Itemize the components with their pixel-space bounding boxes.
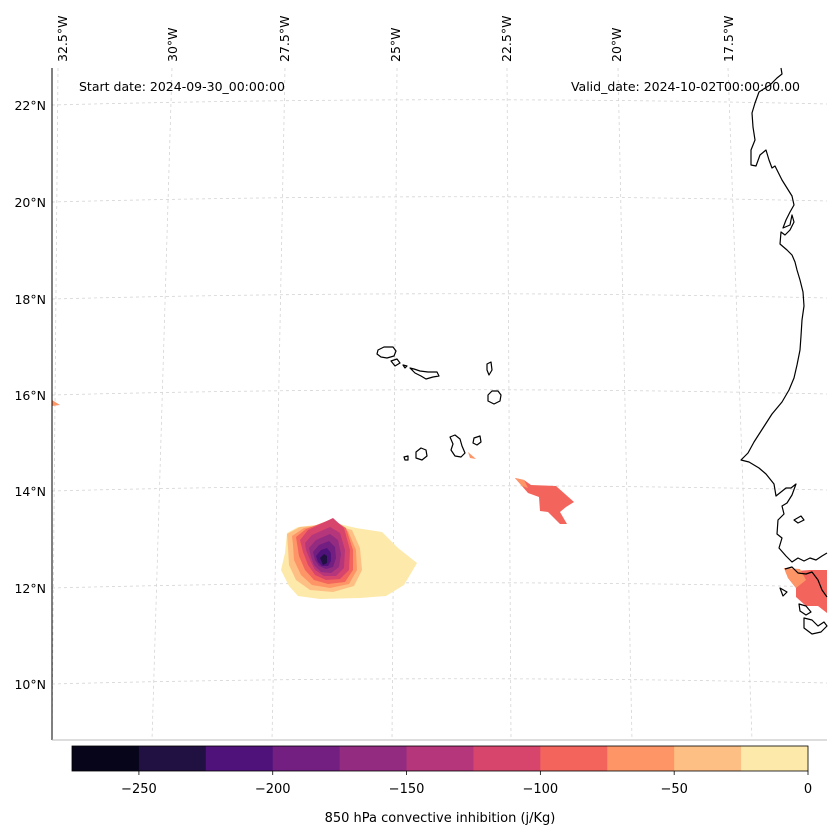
colorbar-segment-8: [607, 746, 675, 771]
colorbar-title: 850 hPa convective inhibition (j/Kg): [325, 811, 556, 826]
island-sao-nicolau: [409, 367, 440, 380]
meridian-25w: [391, 67, 398, 741]
parallel-14n: [51, 485, 828, 492]
colorbar: −250 −200 −150 −100 −50 0 850 hPa convective …: [71, 745, 812, 826]
lon-label-25w: 25°W: [388, 27, 403, 62]
colorbar-tick-label-3: −100: [523, 782, 559, 797]
latitude-labels: 22°N 20°N 18°N 16°N 14°N 12°N 10°N: [14, 98, 46, 692]
colorbar-tick-label-4: −50: [660, 782, 687, 797]
lat-label-20n: 20°N: [14, 195, 46, 210]
colorbar-segment-0: [72, 746, 140, 771]
colorbar-tick-label-1: −200: [255, 782, 291, 797]
cin-cell-east-edge: [515, 478, 528, 488]
island-santa-luzia: [402, 364, 408, 369]
meridian-30w: [151, 67, 173, 741]
coast-south-fragment-3: [803, 617, 828, 635]
island-brava: [403, 455, 409, 461]
colorbar-tick-label-2: −150: [389, 782, 425, 797]
coast-bissau-islands: [793, 515, 805, 524]
colorbar-tick-label-0: −250: [121, 782, 157, 797]
colorbar-segments: [72, 746, 809, 771]
meridian-20w: [617, 67, 633, 741]
island-boa-vista: [487, 390, 502, 405]
island-sal: [486, 361, 493, 376]
cin-speck-westedge: [52, 400, 60, 406]
african-coast: [740, 67, 828, 563]
lon-label-20w: 20°W: [609, 27, 624, 62]
island-fogo: [415, 447, 428, 461]
lon-label-27-5w: 27.5°W: [277, 16, 292, 62]
coastlines: [376, 67, 828, 635]
colorbar-outline: [71, 745, 809, 772]
lat-label-18n: 18°N: [14, 292, 46, 307]
island-santo-antao: [376, 346, 397, 359]
lat-label-14n: 14°N: [14, 484, 46, 499]
coast-south-fragment-2: [798, 603, 812, 616]
parallel-16n: [51, 389, 828, 396]
cin-cell-east: [515, 478, 574, 524]
meridian-17-5w: [727, 67, 753, 741]
parallel-20n: [51, 196, 828, 203]
parallel-22n: [51, 99, 828, 106]
colorbar-segment-1: [138, 746, 207, 771]
colorbar-segment-7: [540, 746, 608, 771]
island-santiago: [449, 434, 466, 458]
lat-label-12n: 12°N: [14, 581, 46, 596]
start-date-label: Start date: 2024-09-30_00:00:00: [79, 79, 285, 94]
lon-label-30w: 30°W: [165, 27, 180, 62]
coast-south-fragment-4: [779, 587, 788, 597]
colorbar-tick-label-5: 0: [804, 782, 812, 797]
cin-cell-southwest-225: [320, 554, 327, 565]
colorbar-segment-5: [406, 746, 474, 771]
cin-speck-capeverde: [468, 452, 476, 459]
parallel-12n: [51, 582, 828, 589]
colorbar-segment-2: [205, 746, 274, 771]
island-sao-vicente: [390, 358, 401, 367]
colorbar-segment-3: [272, 746, 341, 771]
parallel-10n: [51, 678, 828, 685]
graticule: [51, 67, 828, 741]
meridian-27-5w: [271, 67, 286, 741]
map-area: [52, 68, 827, 740]
meridian-22-5w: [506, 67, 512, 741]
colorbar-segment-9: [674, 746, 742, 771]
lat-label-10n: 10°N: [14, 677, 46, 692]
colorbar-segment-10: [741, 746, 809, 771]
parallel-18n: [51, 293, 828, 300]
lon-label-17-5w: 17.5°W: [721, 16, 736, 62]
coast-south-fragment-1: [784, 566, 828, 598]
lat-label-22n: 22°N: [14, 98, 46, 113]
colorbar-segment-6: [473, 746, 541, 771]
lon-label-22-5w: 22.5°W: [499, 16, 514, 62]
colorbar-ticks: −250 −200 −150 −100 −50 0: [121, 771, 812, 797]
longitude-labels: 32.5°W 30°W 27.5°W 25°W 22.5°W 20°W 17.5…: [55, 16, 736, 62]
lon-label-32-5w: 32.5°W: [55, 16, 70, 62]
valid-date-label: Valid_date: 2024-10-02T00:00:00.00: [571, 79, 800, 94]
island-maio: [472, 435, 482, 446]
lat-label-16n: 16°N: [14, 388, 46, 403]
colorbar-segment-4: [339, 746, 408, 771]
cin-field: [52, 400, 827, 613]
